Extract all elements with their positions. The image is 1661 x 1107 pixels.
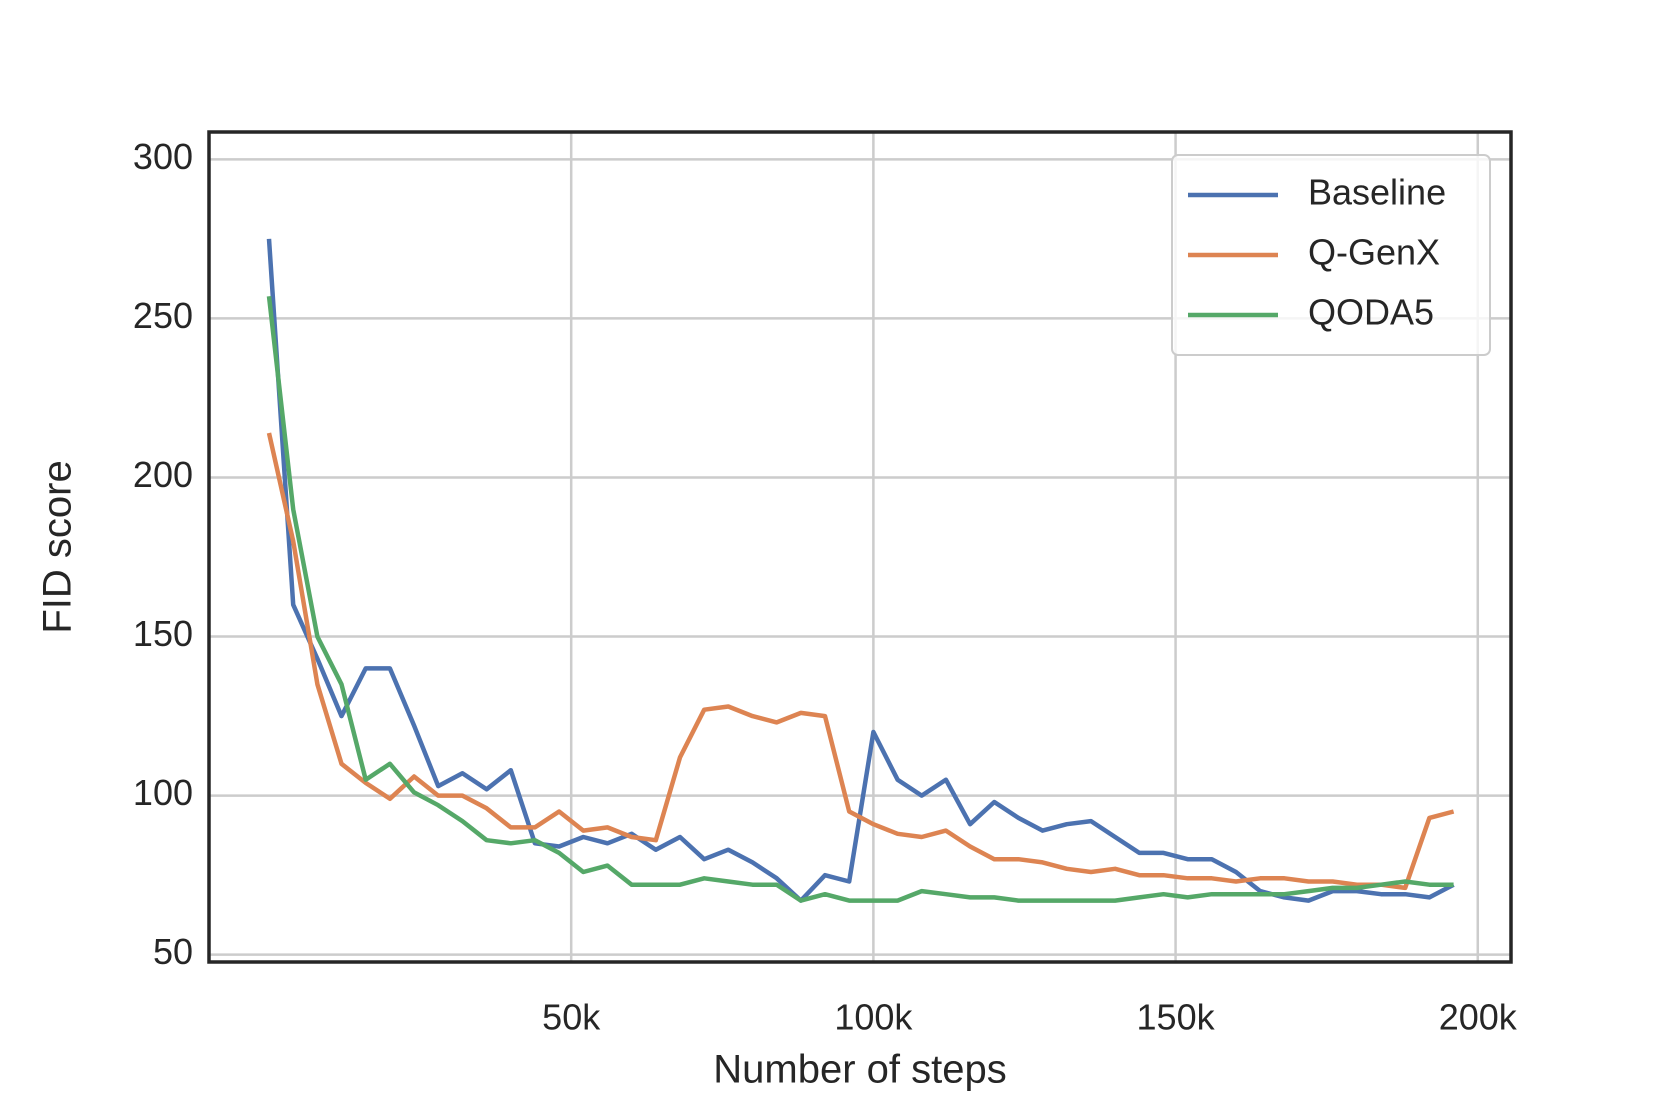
x-tick-label: 100k (834, 997, 913, 1038)
x-tick-label: 150k (1137, 997, 1216, 1038)
data-line (266, 238, 1455, 903)
x-axis-label: Number of steps (713, 1048, 1006, 1092)
y-tick-label: 250 (133, 295, 193, 336)
plot-frame (207, 130, 1513, 964)
y-axis-label: FID score (36, 460, 80, 633)
data-line (266, 432, 1455, 891)
x-tick-label: 50k (542, 997, 601, 1038)
legend-box (1171, 154, 1491, 356)
data-line (266, 295, 1454, 903)
y-tick-label: 300 (133, 136, 193, 177)
y-tick-label: 200 (133, 454, 193, 495)
x-tick-label: 200k (1439, 997, 1518, 1038)
y-tick-label: 100 (133, 772, 193, 813)
y-tick-label: 50 (153, 931, 193, 972)
y-tick-label: 150 (133, 613, 193, 654)
legend-label: Baseline (1308, 172, 1446, 213)
legend-label: Q-GenX (1308, 232, 1440, 273)
legend-label: QODA5 (1308, 292, 1434, 333)
